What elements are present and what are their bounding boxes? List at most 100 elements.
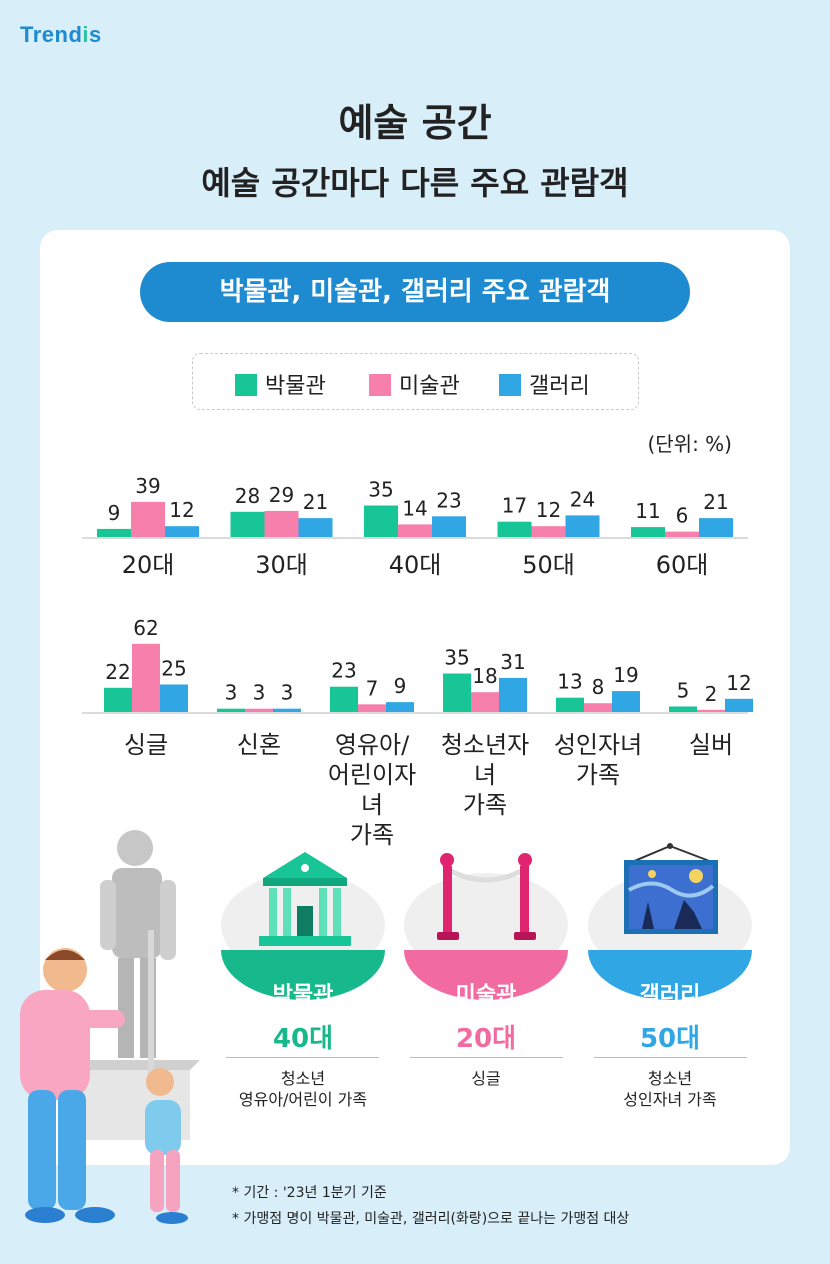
data-label: 23: [436, 488, 461, 512]
bar: [230, 511, 265, 537]
bar: [699, 518, 733, 537]
data-label: 8: [592, 675, 605, 699]
legend-item-museum: 박물관: [235, 368, 326, 400]
data-label: 12: [169, 498, 194, 522]
summary-divider: [594, 1057, 747, 1058]
data-label: 21: [303, 490, 328, 514]
summary-label-museum: 박물관: [272, 983, 334, 1008]
category-label: 성인자녀 가족: [553, 731, 643, 789]
bar: [471, 692, 499, 712]
bar: [386, 702, 414, 712]
legend-swatch-museum: [235, 374, 257, 396]
category-label: 영유아/어린이자녀 가족: [327, 731, 417, 849]
summary-desc-art-museum: 싱글: [471, 1069, 501, 1088]
bar: [631, 527, 665, 537]
framed-painting-icon: [624, 843, 718, 934]
summary-label-gallery: 갤러리: [639, 983, 701, 1008]
data-label: 17: [502, 494, 527, 518]
data-label: 28: [235, 484, 260, 508]
bar: [131, 501, 165, 537]
bar: [104, 687, 132, 712]
data-label: 5: [677, 679, 690, 703]
bar: [697, 709, 725, 712]
category-label: 20대: [121, 551, 175, 579]
category-label: 40대: [388, 551, 442, 579]
bar: [97, 528, 131, 537]
bar: [432, 516, 466, 537]
legend-swatch-art-museum: [369, 374, 391, 396]
category-label: 30대: [255, 551, 308, 579]
data-label: 11: [635, 499, 660, 523]
data-label: 18: [472, 664, 497, 688]
data-label: 24: [570, 487, 595, 511]
summary-divider: [226, 1057, 379, 1058]
legend-swatch-gallery: [499, 374, 521, 396]
data-label: 3: [281, 681, 294, 705]
bar: [612, 691, 640, 712]
data-label: 62: [133, 616, 158, 640]
rope-barrier-icon: [437, 853, 536, 940]
data-label: 3: [225, 681, 238, 705]
summary-desc-gallery: 청소년 성인자녀 가족: [623, 1069, 717, 1109]
category-label: 50대: [522, 551, 575, 579]
data-label: 29: [269, 483, 294, 507]
bar: [273, 708, 301, 712]
legend-item-gallery: 갤러리: [499, 368, 590, 400]
bar: [497, 521, 532, 537]
bar: [665, 531, 699, 537]
unit-label: (단위: %): [647, 432, 732, 456]
summary-divider: [410, 1057, 563, 1058]
bar: [217, 708, 245, 712]
bar: [358, 704, 386, 712]
bar: [298, 518, 333, 537]
category-label: 실버: [688, 731, 734, 759]
category-label: 신혼: [236, 731, 282, 759]
data-label: 35: [368, 478, 393, 502]
trendis-logo: Trendis: [20, 22, 102, 47]
footnote-scope: * 가맹점 명이 박물관, 미술관, 갤러리(화랑)으로 끝나는 가맹점 대상: [232, 1211, 630, 1227]
summary-age-museum: 40대: [272, 1024, 334, 1054]
data-label: 39: [135, 474, 160, 498]
data-label: 22: [105, 660, 130, 684]
bar: [132, 643, 160, 712]
page-title: 예술 공간: [338, 101, 492, 145]
data-label: 31: [500, 650, 525, 674]
data-label: 3: [253, 681, 266, 705]
bar: [364, 505, 398, 537]
data-label: 14: [402, 496, 427, 520]
bar: [160, 684, 188, 712]
summary-label-art-museum: 미술관: [455, 983, 517, 1008]
page-subtitle: 예술 공간마다 다른 주요 관람객: [201, 164, 629, 202]
summary-age-art-museum: 20대: [455, 1024, 517, 1054]
data-label: 12: [726, 671, 751, 695]
bar: [531, 526, 566, 537]
visitors-illustration: [20, 830, 200, 1224]
category-label: 싱글: [123, 731, 169, 759]
data-label: 23: [331, 659, 356, 683]
museum-icon: [259, 852, 351, 946]
chart-legend: 박물관 미술관 갤러리: [192, 353, 639, 410]
data-label: 6: [676, 504, 689, 528]
bar: [398, 524, 432, 537]
bar: [245, 708, 273, 712]
bar: [565, 515, 600, 537]
summary-age-gallery: 50대: [639, 1024, 701, 1054]
data-label: 9: [108, 501, 121, 525]
bar: [725, 698, 753, 712]
bar: [669, 706, 697, 712]
bar: [499, 677, 527, 712]
summary-desc-museum: 청소년 영유아/어린이 가족: [238, 1069, 368, 1109]
section-title: 박물관, 미술관, 갤러리 주요 관람객: [140, 262, 690, 322]
bar: [584, 703, 612, 712]
data-label: 9: [394, 674, 407, 698]
data-label: 35: [444, 646, 469, 670]
bar: [264, 510, 299, 537]
data-label: 25: [161, 657, 186, 681]
category-label: 60대: [655, 551, 709, 579]
bar: [330, 686, 358, 712]
category-label: 청소년자녀 가족: [440, 731, 530, 819]
data-label: 19: [613, 663, 638, 687]
data-label: 12: [536, 498, 561, 522]
data-label: 2: [705, 682, 718, 706]
